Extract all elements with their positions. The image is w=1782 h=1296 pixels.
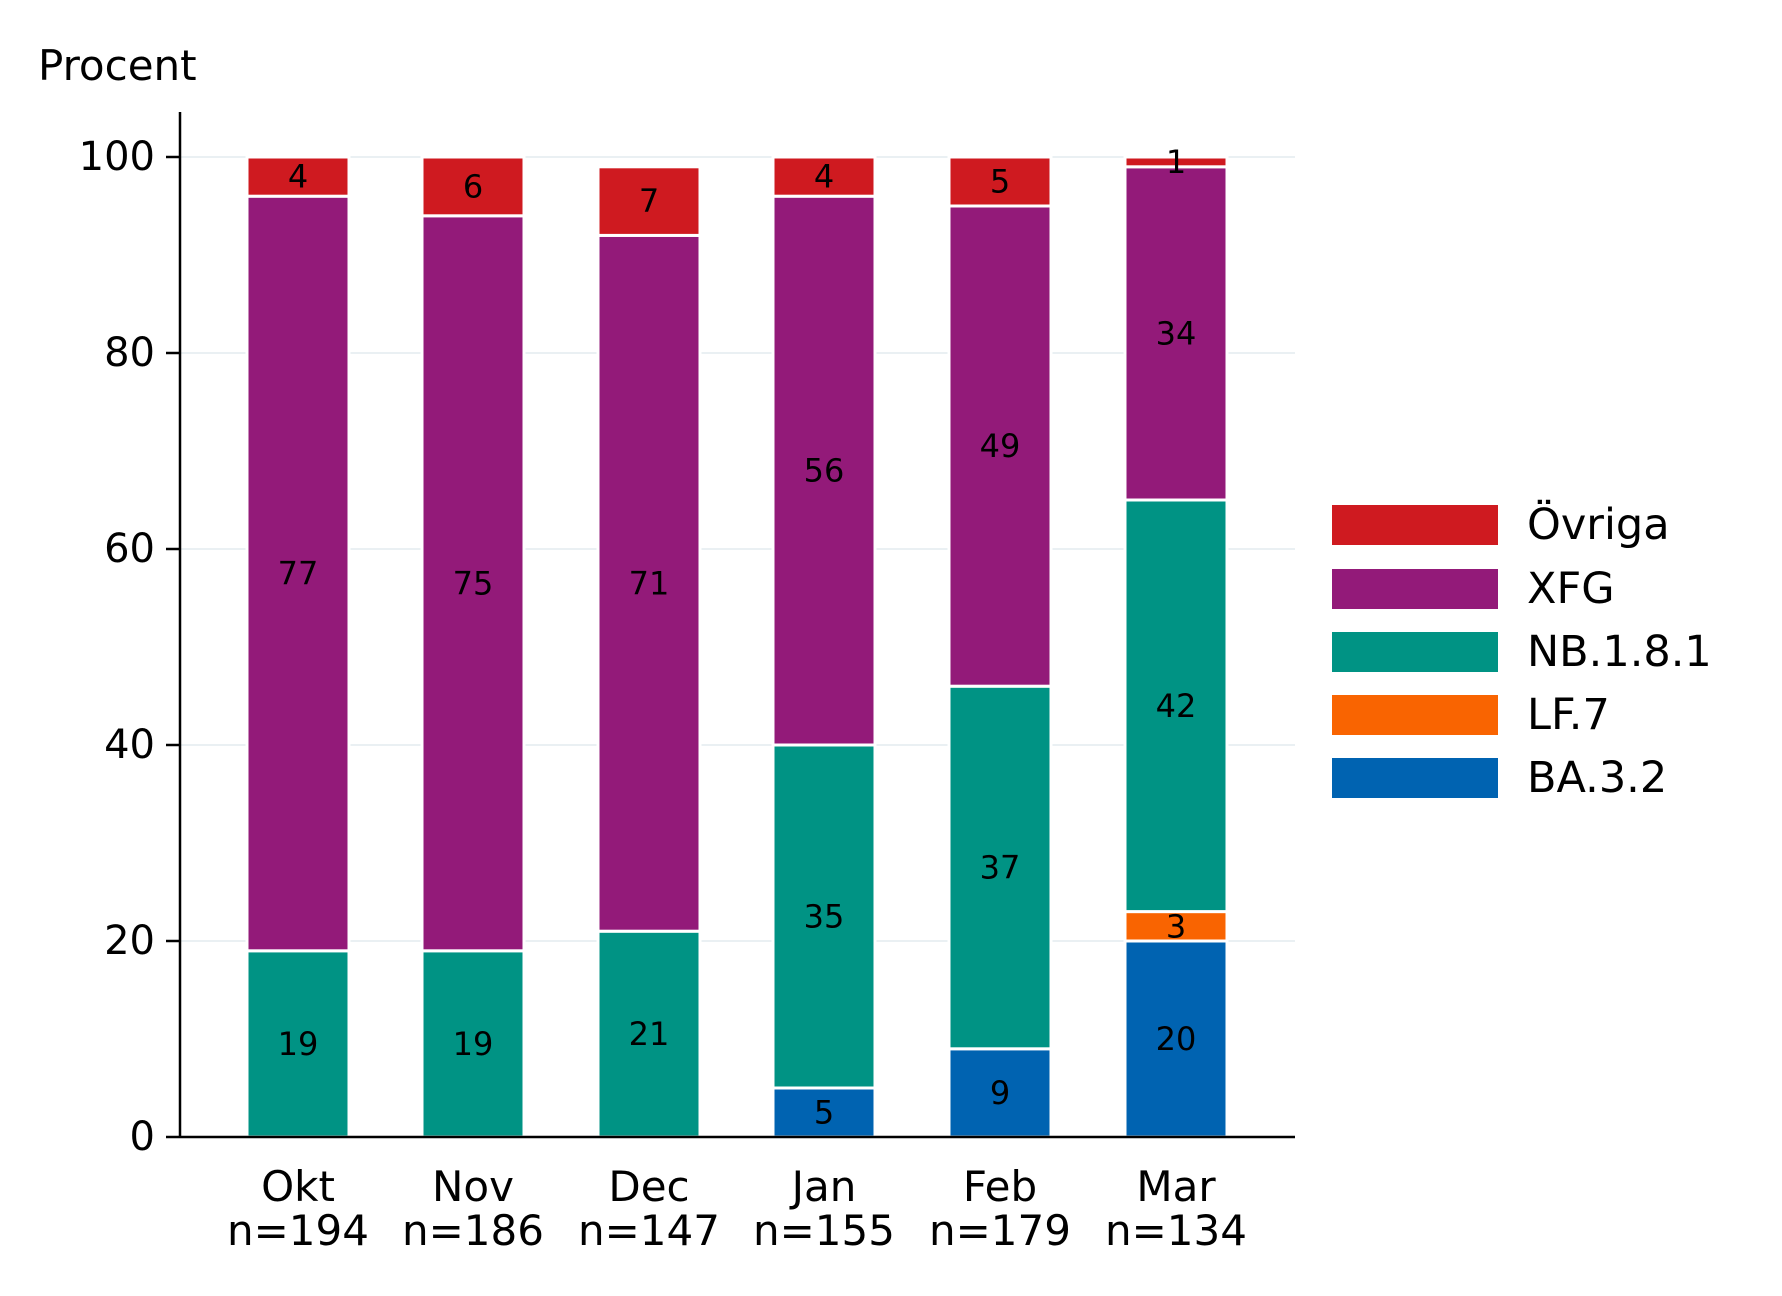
x-tick-label: Mar (1136, 1162, 1216, 1211)
data-label: 20 (1156, 1020, 1197, 1058)
bar-segment (1123, 155, 1229, 169)
bar-segment (771, 155, 877, 198)
data-label: 5 (990, 163, 1010, 201)
y-axis-title: Procent (38, 41, 197, 90)
x-tick-sample-size: n=134 (1105, 1206, 1247, 1255)
x-tick-label: Nov (432, 1162, 514, 1211)
data-label: 19 (453, 1025, 494, 1063)
legend-label: BA.3.2 (1527, 753, 1667, 803)
data-label: 4 (288, 158, 308, 196)
bar-segment (596, 165, 702, 237)
data-label: 19 (278, 1025, 319, 1063)
data-label: 5 (814, 1094, 834, 1132)
legend-swatch (1330, 756, 1500, 800)
bar-segment (771, 194, 877, 747)
bar-segment (245, 949, 351, 1139)
gridlines (180, 156, 1295, 942)
data-label: 21 (629, 1015, 670, 1053)
data-label: 3 (1166, 907, 1186, 945)
x-tick-sample-size: n=186 (402, 1206, 544, 1255)
bar-segment (1123, 498, 1229, 914)
x-tick-sample-size: n=179 (929, 1206, 1071, 1255)
bars (245, 155, 1229, 1139)
legend-label: LF.7 (1527, 690, 1610, 740)
x-tick-label: Feb (963, 1162, 1037, 1211)
legend: Övriga XFG NB.1.8.1 LF.7 BA.3.2 (1330, 499, 1712, 803)
data-label: 4 (814, 158, 834, 196)
data-label: 6 (463, 167, 483, 205)
data-label: 7 (639, 182, 659, 220)
x-tick-sample-size: n=155 (753, 1206, 895, 1255)
bar-segment (420, 155, 526, 218)
bar-segment (947, 204, 1053, 688)
data-label: 37 (980, 849, 1021, 887)
bar-segment (596, 233, 702, 933)
y-tick-label: 80 (104, 330, 155, 376)
y-tick-label: 40 (104, 722, 155, 768)
y-tick-label: 100 (79, 134, 155, 180)
legend-swatch (1330, 630, 1500, 674)
data-label: 42 (1156, 687, 1197, 725)
y-tick-label: 20 (104, 918, 155, 964)
x-tick-sample-size: n=194 (227, 1206, 369, 1255)
y-tick-label: 0 (130, 1114, 155, 1160)
legend-swatch (1330, 567, 1500, 611)
x-tick-label: Okt (261, 1162, 335, 1211)
legend-label: Övriga (1527, 499, 1670, 550)
data-label: 49 (980, 427, 1021, 465)
legend-swatch (1330, 693, 1500, 737)
data-label: 75 (453, 564, 494, 602)
x-tick-sample-size: n=147 (578, 1206, 720, 1255)
bar-segment (947, 155, 1053, 208)
data-label: 35 (804, 898, 845, 936)
x-tick-label: Dec (608, 1162, 689, 1211)
bar-segment (596, 929, 702, 1139)
data-label: 9 (990, 1074, 1010, 1112)
bar-segment (947, 684, 1053, 1051)
bar-segment (245, 155, 351, 198)
data-label: 71 (629, 564, 670, 602)
data-label: 77 (278, 555, 319, 593)
legend-label: XFG (1527, 564, 1615, 614)
legend-label: NB.1.8.1 (1527, 627, 1712, 677)
bar-segment (1123, 910, 1229, 943)
data-label: 1 (1166, 143, 1186, 181)
y-tick-label: 60 (104, 526, 155, 572)
bar-segment (1123, 939, 1229, 1139)
data-label: 56 (804, 452, 845, 490)
bar-segment (245, 194, 351, 953)
bar-segment (1123, 165, 1229, 502)
x-tick-label: Jan (789, 1162, 857, 1211)
bar-segment (771, 1086, 877, 1139)
legend-swatch (1330, 503, 1500, 547)
data-label: 34 (1156, 314, 1197, 352)
bar-segment (947, 1047, 1053, 1139)
